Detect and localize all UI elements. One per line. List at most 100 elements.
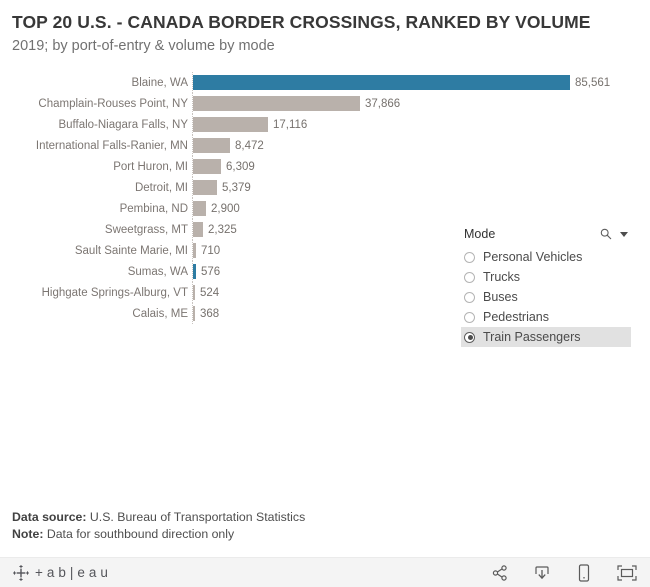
bar-track: 368 [192, 303, 650, 324]
bar-category-label: Sault Sainte Marie, MI [74, 244, 188, 257]
mode-filter-panel: Mode Personal Vehicles Trucks Buses Pede… [461, 224, 631, 347]
bar-category-label: Buffalo-Niagara Falls, NY [58, 118, 188, 131]
bar[interactable] [193, 222, 203, 237]
data-source-label: Data source: [12, 510, 87, 524]
share-icon[interactable] [491, 564, 509, 582]
note-value: Data for southbound direction only [43, 527, 235, 541]
mode-option-label: Pedestrians [483, 310, 550, 324]
bar-value-label: 2,325 [208, 223, 237, 236]
bar-category-label: Sweetgrass, MT [104, 223, 188, 236]
bar-track: 2,325 [192, 219, 650, 240]
direction-note: Note: Data for southbound direction only [12, 526, 305, 543]
mode-option-label: Trucks [483, 270, 521, 284]
page-subtitle: 2019; by port-of-entry & volume by mode [12, 38, 275, 54]
footer-notes: Data source: U.S. Bureau of Transportati… [12, 509, 305, 543]
bar-value-label: 2,900 [211, 202, 240, 215]
bar-value-label: 524 [200, 286, 220, 299]
bar-row-sweetgrass-mt: Sweetgrass, MT 2,325 [0, 219, 650, 240]
header: TOP 20 U.S. - CANADA BORDER CROSSINGS, R… [12, 12, 632, 54]
bar[interactable] [193, 117, 268, 132]
bar[interactable] [193, 264, 196, 279]
bar-track: 85,561 [192, 72, 650, 93]
bar-value-label: 6,309 [226, 160, 255, 173]
bar-track: 2,900 [192, 198, 650, 219]
radio-icon[interactable] [464, 271, 475, 283]
bar-category-label: Calais, ME [132, 307, 188, 320]
bar-row-buffalo-niagara-falls-ny: Buffalo-Niagara Falls, NY 17,116 [0, 114, 650, 135]
tableau-wordmark: +ab|eau [35, 565, 112, 580]
download-icon[interactable] [533, 564, 551, 582]
mode-option-train-passengers[interactable]: Train Passengers [461, 327, 631, 347]
bar[interactable] [193, 180, 217, 195]
caret-down-icon[interactable] [620, 231, 628, 237]
page-title: TOP 20 U.S. - CANADA BORDER CROSSINGS, R… [12, 12, 591, 32]
bar[interactable] [193, 138, 230, 153]
bar-row-pembina-nd: Pembina, ND 2,900 [0, 198, 650, 219]
mode-option-label: Train Passengers [483, 330, 581, 344]
bar-value-label: 710 [201, 244, 221, 257]
bar-row-champlain-rouses-point-ny: Champlain-Rouses Point, NY 37,866 [0, 93, 650, 114]
phone-icon[interactable] [575, 563, 593, 582]
bar-track: 576 [192, 261, 650, 282]
bar-category-label: Blaine, WA [131, 76, 188, 89]
bar-category-label: Highgate Springs-Alburg, VT [41, 286, 188, 299]
bar[interactable] [193, 243, 196, 258]
radio-icon[interactable] [464, 331, 475, 343]
bar-track: 710 [192, 240, 650, 261]
mode-filter-header: Mode [461, 224, 631, 244]
bar-category-label: Detroit, MI [134, 181, 188, 194]
bar-track: 37,866 [192, 93, 650, 114]
bar-track: 8,472 [192, 135, 650, 156]
bar-value-label: 8,472 [235, 139, 264, 152]
bar-row-blaine-wa: Blaine, WA 85,561 [0, 72, 650, 93]
bar[interactable] [193, 75, 570, 90]
bar-value-label: 85,561 [575, 76, 611, 89]
bar[interactable] [193, 285, 195, 300]
toolbar-actions [491, 563, 637, 582]
bar-row-sumas-wa: Sumas, WA 576 [0, 261, 650, 282]
bar-category-label: International Falls-Ranier, MN [35, 139, 188, 152]
bar-row-detroit-mi: Detroit, MI 5,379 [0, 177, 650, 198]
bar-row-port-huron-mi: Port Huron, MI 6,309 [0, 156, 650, 177]
radio-icon[interactable] [464, 291, 475, 303]
bar-track: 17,116 [192, 114, 650, 135]
note-label: Note: [12, 527, 44, 541]
bar-row-sault-sainte-marie-mi: Sault Sainte Marie, MI 710 [0, 240, 650, 261]
bar-value-label: 17,116 [273, 118, 308, 131]
bar[interactable] [193, 306, 195, 321]
bar-row-calais-me: Calais, ME 368 [0, 303, 650, 324]
tableau-embed-toolbar: +ab|eau [0, 557, 650, 587]
radio-icon[interactable] [464, 251, 475, 263]
mode-option-personal-vehicles[interactable]: Personal Vehicles [461, 247, 631, 267]
tableau-mark-icon [13, 564, 29, 581]
bar-category-label: Sumas, WA [127, 265, 188, 278]
bar-chart: Blaine, WA 85,561 Champlain-Rouses Point… [0, 72, 650, 324]
bar-value-label: 368 [200, 307, 220, 320]
bar-track: 6,309 [192, 156, 650, 177]
radio-icon[interactable] [464, 311, 475, 323]
bar-track: 524 [192, 282, 650, 303]
bar-value-label: 576 [201, 265, 221, 278]
mode-filter-title: Mode [464, 227, 496, 241]
bar[interactable] [193, 159, 221, 174]
bar-value-label: 37,866 [365, 97, 401, 110]
bar[interactable] [193, 96, 360, 111]
bar[interactable] [193, 201, 206, 216]
bar-row-international-falls-ranier-mn: International Falls-Ranier, MN 8,472 [0, 135, 650, 156]
bar-category-label: Pembina, ND [119, 202, 188, 215]
mode-option-pedestrians[interactable]: Pedestrians [461, 307, 631, 327]
mode-option-label: Buses [483, 290, 518, 304]
bar-category-label: Port Huron, MI [113, 160, 188, 173]
bar-track: 5,379 [192, 177, 650, 198]
tableau-logo[interactable]: +ab|eau [13, 564, 112, 581]
data-source-value: U.S. Bureau of Transportation Statistics [86, 510, 306, 524]
mode-option-trucks[interactable]: Trucks [461, 267, 631, 287]
mode-option-buses[interactable]: Buses [461, 287, 631, 307]
mode-option-label: Personal Vehicles [483, 250, 583, 264]
data-source-note: Data source: U.S. Bureau of Transportati… [12, 509, 305, 526]
bar-value-label: 5,379 [222, 181, 251, 194]
fullscreen-icon[interactable] [617, 564, 637, 582]
bar-row-highgate-springs-alburg-vt: Highgate Springs-Alburg, VT 524 [0, 282, 650, 303]
search-icon[interactable] [600, 228, 612, 240]
